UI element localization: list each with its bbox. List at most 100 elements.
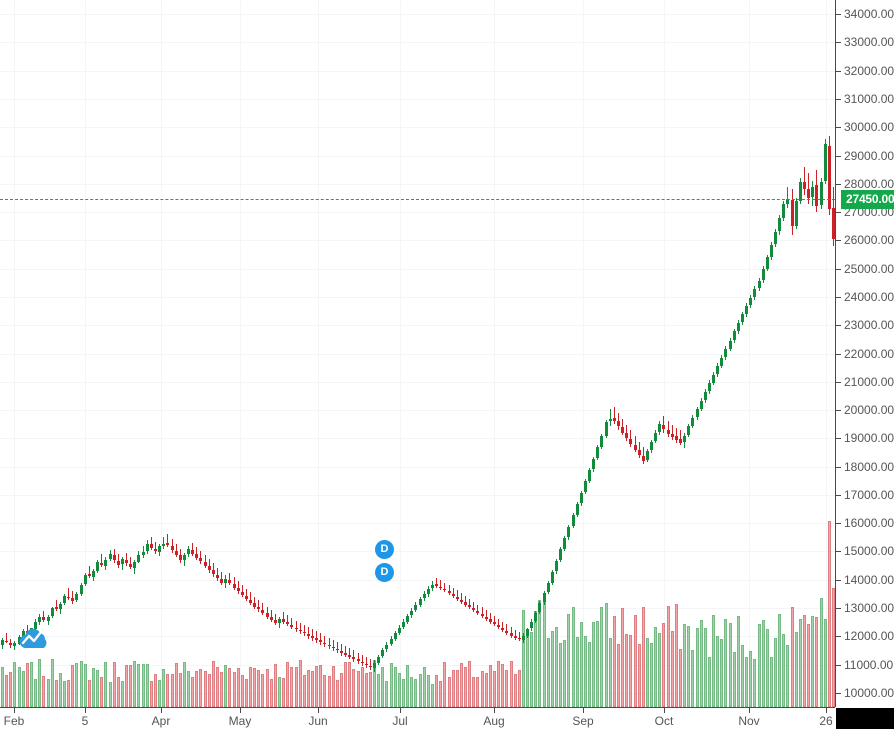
volume-bar [633, 615, 637, 707]
candle-wick [271, 610, 272, 623]
volume-bar [46, 679, 50, 707]
volume-bar [120, 681, 124, 707]
price-axis-label: 26000.00 [844, 233, 894, 247]
volume-bar [736, 616, 740, 707]
price-axis-label: 31000.00 [844, 92, 894, 106]
volume-bar [422, 667, 426, 707]
candle-body [299, 629, 302, 632]
candle-wick [267, 606, 268, 620]
candle-body [166, 542, 169, 546]
candle-wick [506, 624, 507, 635]
gridline-horizontal [0, 297, 835, 298]
candle-wick [358, 652, 359, 664]
price-axis-tick [836, 99, 841, 100]
candle-body [650, 441, 653, 451]
date-axis-label: Oct [654, 714, 674, 728]
volume-bar [670, 631, 674, 707]
candle-body [175, 550, 178, 555]
candle-wick [680, 430, 681, 446]
candle-wick [221, 571, 222, 586]
candle-wick [440, 580, 441, 591]
date-axis-tick [583, 708, 584, 713]
candle-body [820, 182, 823, 205]
volume-bar [525, 629, 529, 707]
candle-wick [68, 588, 69, 600]
volume-bar [302, 675, 306, 707]
volume-bar [554, 627, 558, 707]
gridline-horizontal [0, 410, 835, 411]
candle-wick [502, 621, 503, 633]
volume-bar [781, 634, 785, 707]
volume-bar [285, 662, 289, 707]
candle-wick [89, 565, 90, 579]
price-axis-label: 21000.00 [844, 375, 894, 389]
earnings-marker-icon[interactable] [17, 627, 53, 653]
candle-wick [337, 641, 338, 654]
candle-body [505, 630, 508, 633]
candle-body [154, 548, 157, 552]
last-price-badge: 27450.00 [841, 190, 894, 209]
volume-bar [70, 665, 74, 707]
gridline-horizontal [0, 382, 835, 383]
candle-wick [635, 436, 636, 453]
volume-bar [488, 665, 492, 707]
volume-bar [802, 615, 806, 707]
price-axis-tick [836, 665, 841, 666]
gridline-horizontal [0, 636, 835, 637]
volume-bar [339, 673, 343, 707]
volume-bar [343, 662, 347, 707]
dividend-marker[interactable]: D [376, 564, 393, 581]
price-axis-tick [836, 127, 841, 128]
candle-wick [130, 556, 131, 569]
volume-bar [128, 665, 132, 707]
candle-body [737, 322, 740, 331]
candle-body [832, 207, 835, 239]
price-axis-label: 34000.00 [844, 7, 894, 21]
volume-bar [116, 677, 120, 707]
price-axis-tick [836, 71, 841, 72]
candle-wick [246, 588, 247, 601]
candle-body [712, 374, 715, 383]
volume-bar [178, 673, 182, 707]
candle-body [468, 605, 471, 608]
date-axis[interactable]: Feb 5 Apr May Jun Jul Aug Sep Oct Nov 26 [0, 707, 835, 730]
candle-body [745, 305, 748, 314]
volume-bar [455, 670, 459, 707]
volume-bar [198, 669, 202, 707]
candle-body [224, 579, 227, 584]
volume-bar [426, 675, 430, 707]
volume-bar [757, 624, 761, 707]
candle-body [377, 656, 380, 663]
price-axis-label: 16000.00 [844, 516, 894, 530]
price-axis[interactable]: 34000.00 33000.00 32000.00 31000.00 30000.00… [835, 0, 894, 707]
dividend-marker[interactable]: D [376, 541, 393, 558]
volume-bar [79, 661, 83, 707]
price-axis-label: 12000.00 [844, 629, 894, 643]
candle-body [38, 616, 41, 623]
price-axis-tick [836, 240, 841, 241]
volume-bar [244, 679, 248, 707]
volume-bar [550, 631, 554, 707]
axis-corner [836, 708, 894, 729]
volume-bar [310, 671, 314, 707]
candle-body [142, 552, 145, 556]
candle-body [42, 617, 45, 621]
volume-bar [690, 650, 694, 707]
candle-wick [349, 648, 350, 660]
candle-body [419, 598, 422, 605]
candle-body [452, 593, 455, 597]
volume-bar [740, 645, 744, 707]
candle-body [51, 608, 54, 616]
candle-body [753, 289, 756, 297]
candle-body [576, 503, 579, 515]
candle-wick [353, 650, 354, 662]
candle-body [361, 661, 364, 664]
date-axis-label: Nov [738, 714, 760, 728]
candle-wick [143, 545, 144, 558]
candle-body [414, 605, 417, 611]
candle-body [71, 597, 74, 601]
volume-bar [661, 623, 665, 707]
gridline-horizontal [0, 127, 835, 128]
date-axis-tick [400, 708, 401, 713]
